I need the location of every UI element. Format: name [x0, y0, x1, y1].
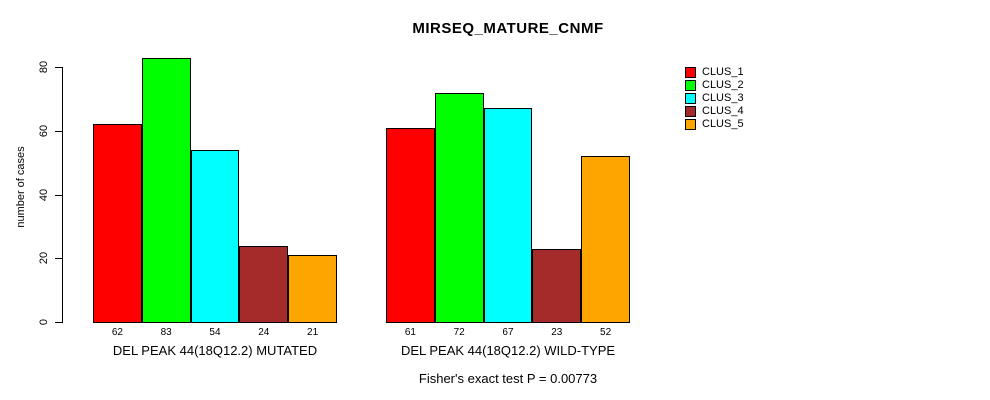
legend-label: CLUS_5 — [702, 118, 744, 130]
bar-clus_3-group-1 — [190, 149, 240, 323]
chart-title: MIRSEQ_MATURE_CNMF — [412, 20, 604, 37]
legend-label: CLUS_4 — [702, 105, 744, 117]
y-axis-tick-label: 20 — [38, 252, 50, 265]
bar-clus_4-group-1 — [239, 245, 289, 323]
y-axis-tick-label: 0 — [38, 318, 50, 326]
bar-value-label: 54 — [209, 327, 221, 338]
bar-value-label: 61 — [404, 327, 416, 338]
bar-clus_2-group-2 — [434, 92, 484, 323]
y-axis-tick — [55, 194, 62, 196]
legend-label: CLUS_1 — [702, 66, 744, 78]
y-axis-tick-label: 60 — [38, 124, 50, 137]
legend-swatch-icon — [685, 106, 696, 117]
y-axis-tick — [55, 130, 62, 132]
bar-value-label: 24 — [258, 327, 270, 338]
legend: CLUS_1 CLUS_2 CLUS_3 CLUS_4 CLUS_5 — [685, 66, 744, 131]
y-axis-tick-label: 40 — [38, 188, 50, 201]
legend-swatch-icon — [685, 93, 696, 104]
y-axis-tick — [55, 258, 62, 260]
bar-value-label: 52 — [600, 327, 612, 338]
y-axis-line — [62, 67, 63, 323]
bar-clus_1-group-2 — [386, 127, 435, 323]
legend-item-clus_3: CLUS_3 — [685, 92, 744, 105]
legend-swatch-icon — [685, 80, 696, 91]
bar-clus_4-group-2 — [532, 248, 582, 323]
group-label-mutated: DEL PEAK 44(18Q12.2) MUTATED — [112, 343, 318, 358]
bar-clus_1-group-1 — [93, 124, 142, 323]
bar-clus_5-group-2 — [581, 156, 630, 323]
y-axis-tick — [55, 322, 62, 323]
bar-value-label: 83 — [160, 327, 172, 338]
legend-item-clus_4: CLUS_4 — [685, 105, 744, 118]
legend-item-clus_5: CLUS_5 — [685, 118, 744, 131]
legend-item-clus_2: CLUS_2 — [685, 79, 744, 92]
legend-label: CLUS_3 — [702, 92, 744, 104]
legend-swatch-icon — [685, 119, 696, 130]
y-axis-tick-label: 80 — [38, 60, 50, 74]
bar-value-label: 23 — [551, 327, 563, 338]
bar-value-label: 62 — [111, 327, 123, 338]
bar-value-label: 72 — [453, 327, 465, 338]
bar-clus_2-group-1 — [141, 57, 191, 323]
legend-label: CLUS_2 — [702, 79, 744, 91]
bar-clus_5-group-1 — [288, 255, 337, 323]
fisher-test-annotation: Fisher's exact test P = 0.00773 — [418, 371, 598, 386]
group-label-wild-type: DEL PEAK 44(18Q12.2) WILD-TYPE — [400, 343, 616, 358]
legend-swatch-icon — [685, 67, 696, 78]
y-axis-label: number of cases — [15, 146, 27, 228]
legend-item-clus_1: CLUS_1 — [685, 66, 744, 79]
bar-value-label: 21 — [307, 327, 319, 338]
bar-value-label: 67 — [502, 327, 514, 338]
y-axis-tick — [55, 67, 62, 69]
bar-clus_3-group-2 — [483, 108, 533, 323]
